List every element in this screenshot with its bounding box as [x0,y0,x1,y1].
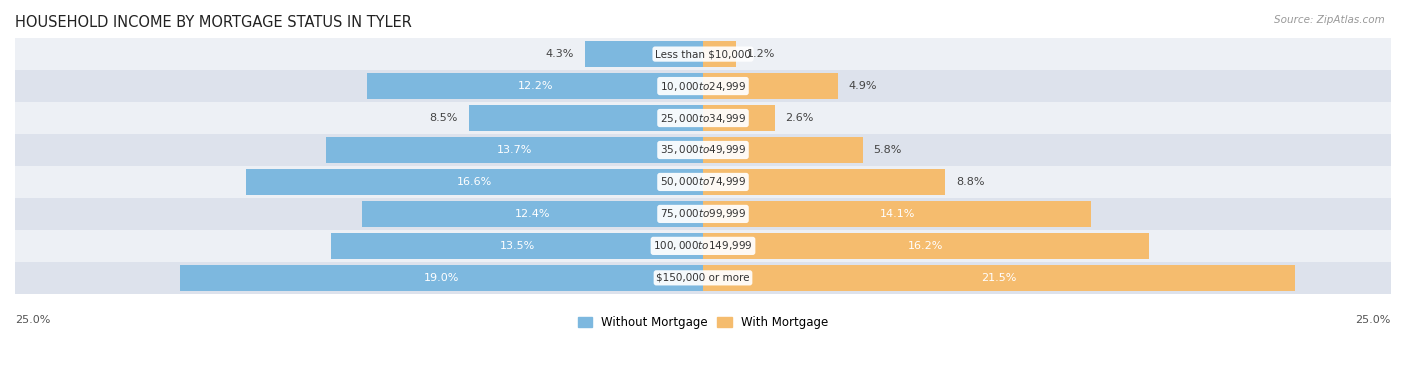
Bar [326,137,703,163]
Text: 14.1%: 14.1% [879,209,915,219]
Bar [15,166,1391,198]
Bar [367,73,703,99]
Bar [703,73,838,99]
Text: 13.7%: 13.7% [496,145,533,155]
Bar [15,230,1391,262]
Bar [703,201,1091,227]
Legend: Without Mortgage, With Mortgage: Without Mortgage, With Mortgage [574,311,832,334]
Bar [332,233,703,259]
Text: $50,000 to $74,999: $50,000 to $74,999 [659,175,747,189]
Text: Less than $10,000: Less than $10,000 [655,49,751,59]
Text: HOUSEHOLD INCOME BY MORTGAGE STATUS IN TYLER: HOUSEHOLD INCOME BY MORTGAGE STATUS IN T… [15,15,412,30]
Bar [703,233,1149,259]
Text: $100,000 to $149,999: $100,000 to $149,999 [654,239,752,253]
Bar [703,105,775,131]
Bar [15,134,1391,166]
Text: $25,000 to $34,999: $25,000 to $34,999 [659,112,747,124]
Bar [703,41,735,67]
Text: 25.0%: 25.0% [15,314,51,325]
Text: 12.4%: 12.4% [515,209,550,219]
Bar [15,70,1391,102]
Bar [703,169,945,195]
Bar [470,105,703,131]
Text: 21.5%: 21.5% [981,273,1017,283]
Text: 5.8%: 5.8% [873,145,903,155]
Bar [361,201,703,227]
Bar [15,198,1391,230]
Text: 8.8%: 8.8% [956,177,984,187]
Text: 13.5%: 13.5% [499,241,534,251]
Text: 19.0%: 19.0% [423,273,460,283]
Text: 4.3%: 4.3% [546,49,574,59]
Text: 12.2%: 12.2% [517,81,553,91]
Bar [180,265,703,291]
Text: $150,000 or more: $150,000 or more [657,273,749,283]
Bar [15,38,1391,70]
Bar [585,41,703,67]
Text: 16.2%: 16.2% [908,241,943,251]
Text: 1.2%: 1.2% [747,49,775,59]
Bar [703,265,1295,291]
Text: Source: ZipAtlas.com: Source: ZipAtlas.com [1274,15,1385,25]
Text: 25.0%: 25.0% [1355,314,1391,325]
Text: $10,000 to $24,999: $10,000 to $24,999 [659,79,747,93]
Text: 8.5%: 8.5% [430,113,458,123]
Text: 16.6%: 16.6% [457,177,492,187]
Text: $35,000 to $49,999: $35,000 to $49,999 [659,144,747,156]
Text: 2.6%: 2.6% [786,113,814,123]
Bar [246,169,703,195]
Text: $75,000 to $99,999: $75,000 to $99,999 [659,208,747,220]
Bar [703,137,863,163]
Bar [15,262,1391,294]
Text: 4.9%: 4.9% [849,81,877,91]
Bar [15,102,1391,134]
